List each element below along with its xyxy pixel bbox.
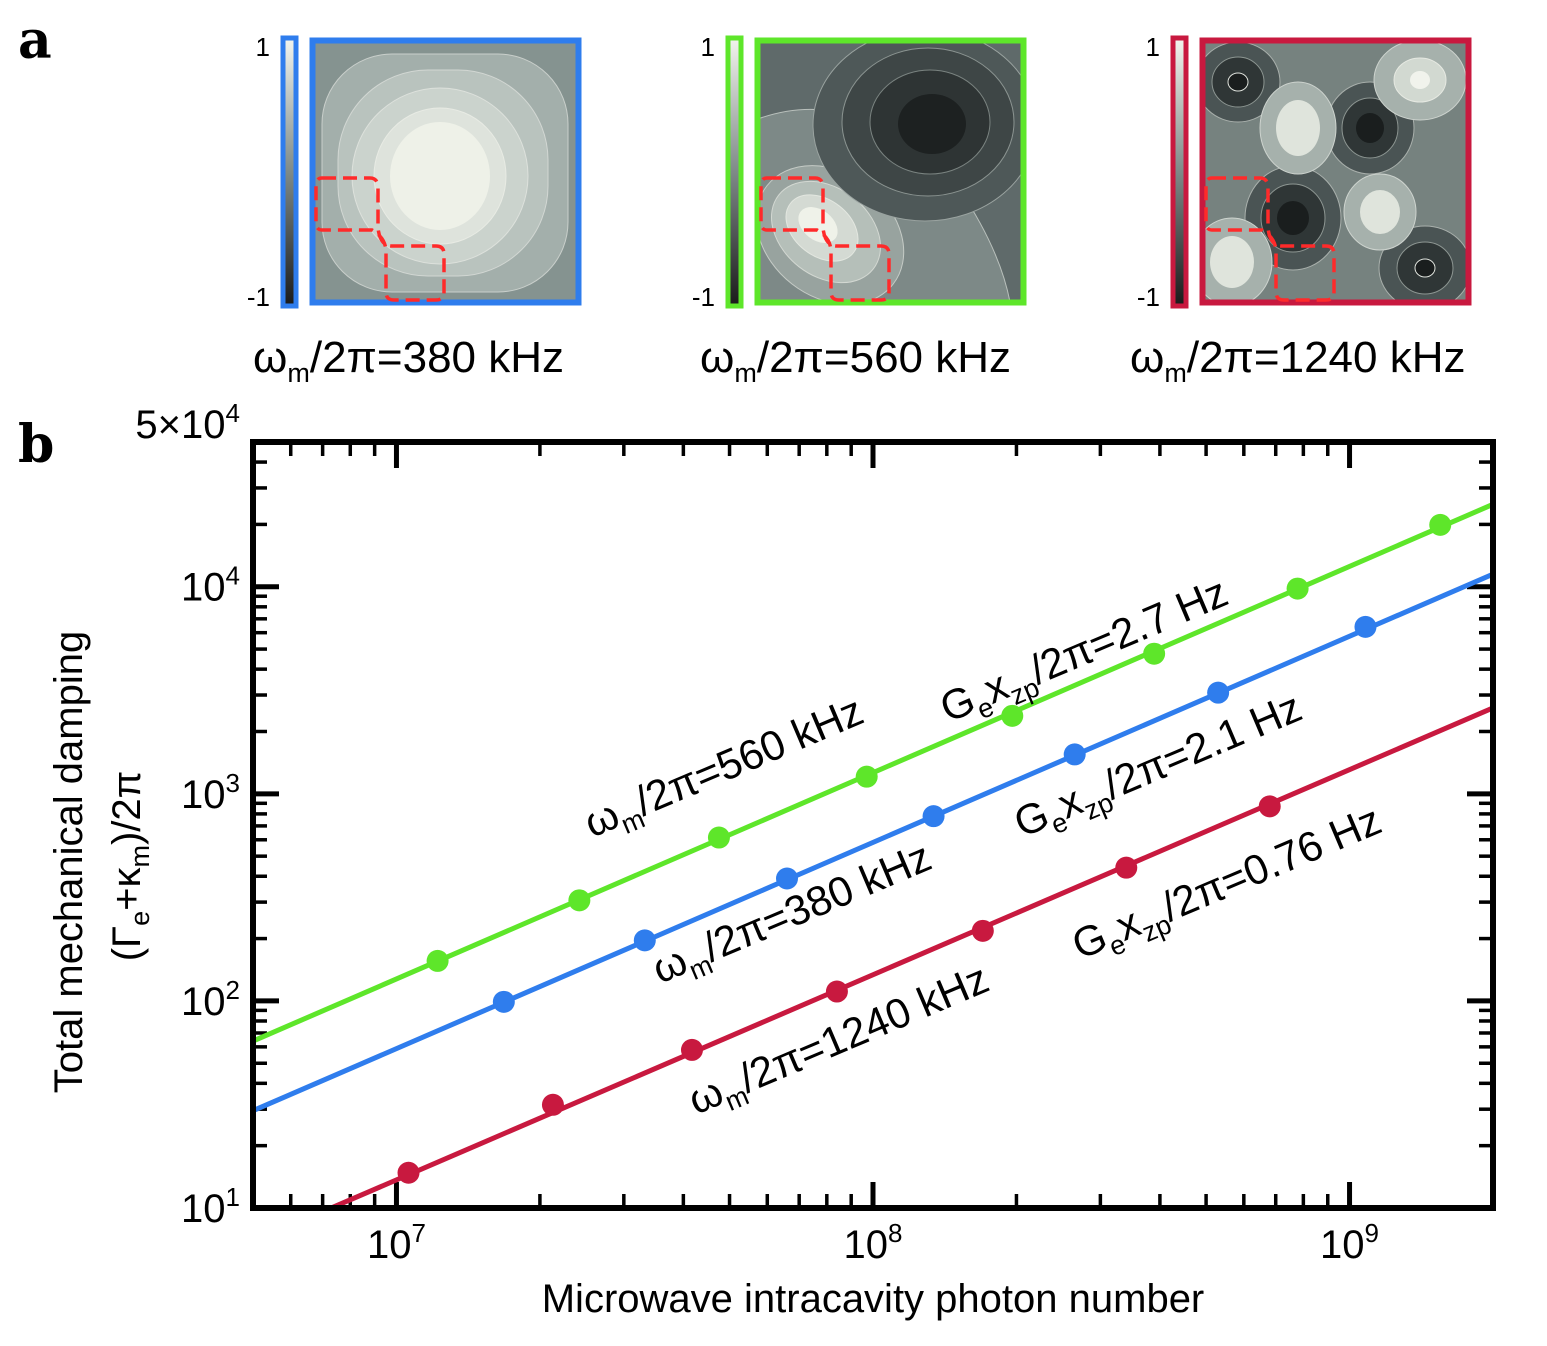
colorbar-max-label: 1 bbox=[1146, 32, 1160, 62]
data-point-series-2 bbox=[971, 919, 994, 942]
fit-line-series-1 bbox=[253, 571, 1493, 1114]
colorbar-max-label: 1 bbox=[256, 32, 270, 62]
y-tick-label: 104 bbox=[181, 561, 240, 610]
data-point-series-0 bbox=[855, 765, 878, 788]
series-label-1240khz: ωm/2π=1240 kHz bbox=[681, 954, 998, 1129]
data-point-series-0 bbox=[1429, 513, 1452, 536]
y-axis-label-line2: (Γe+κm)/2π bbox=[105, 771, 155, 962]
damping-plot: 107 108 109 101 102 103 104 5×104 bbox=[135, 398, 1496, 1267]
coupling-label-560khz: Gexzp/2π=2.7 Hz bbox=[933, 568, 1237, 738]
y-tick-label: 102 bbox=[181, 975, 240, 1024]
mode-map-1240khz: 1 -1 bbox=[1130, 32, 1472, 388]
colorbar bbox=[1170, 35, 1189, 309]
tick-labels: 107 108 109 101 102 103 104 5×104 bbox=[135, 398, 1379, 1267]
map-caption-380khz: ωm/2π=380 kHz bbox=[253, 333, 564, 388]
map-caption-1240khz: ωm/2π=1240 kHz bbox=[1130, 333, 1466, 388]
coupling-label-380khz: Gexzp/2π=2.1 Hz bbox=[1007, 683, 1311, 853]
y-tick-label: 103 bbox=[181, 768, 240, 817]
colorbar bbox=[280, 35, 299, 309]
data-point-series-0 bbox=[426, 949, 449, 972]
colorbar-max-label: 1 bbox=[701, 32, 715, 62]
contour-map bbox=[755, 40, 1025, 302]
series-label-380khz: ωm/2π=380 kHz bbox=[645, 833, 940, 999]
data-point-series-2 bbox=[541, 1093, 564, 1116]
y-axis-label-line1: Total mechanical damping bbox=[47, 631, 91, 1093]
data-point-series-0 bbox=[1001, 704, 1024, 727]
data-point-series-0 bbox=[1143, 642, 1166, 665]
x-tick-label: 107 bbox=[367, 1218, 426, 1267]
data-point-series-2 bbox=[1115, 856, 1138, 879]
map-caption-560khz: ωm/2π=560 kHz bbox=[700, 333, 1011, 388]
data-point-series-1 bbox=[492, 990, 515, 1013]
data-point-series-2 bbox=[680, 1038, 703, 1061]
colorbar-min-label: -1 bbox=[1137, 282, 1160, 312]
data-point-series-2 bbox=[825, 980, 848, 1003]
colorbar-min-label: -1 bbox=[692, 282, 715, 312]
panel-b-letter: b bbox=[18, 414, 54, 475]
data-point-series-2 bbox=[397, 1161, 420, 1184]
colorbar bbox=[725, 35, 744, 309]
x-tick-label: 109 bbox=[1320, 1218, 1379, 1267]
contour-map bbox=[1200, 40, 1470, 302]
mode-map-380khz: 1 -1 ωm/2π=380 kHz bbox=[247, 32, 582, 388]
data-point-series-1 bbox=[1207, 681, 1230, 704]
electrode-outline bbox=[314, 176, 446, 302]
data-point-series-0 bbox=[568, 889, 591, 912]
colorbar-min-label: -1 bbox=[247, 282, 270, 312]
electrode-outline bbox=[759, 176, 891, 302]
data-point-series-1 bbox=[633, 929, 656, 952]
data-point-series-2 bbox=[1258, 795, 1281, 818]
mode-map-560khz: 1 -1 ωm/2π=560 kHz bbox=[692, 32, 1027, 388]
panel-a-letter: a bbox=[18, 10, 52, 71]
x-axis-label: Microwave intracavity photon number bbox=[542, 1277, 1205, 1321]
fit-line-series-2 bbox=[324, 705, 1493, 1208]
data-point-series-1 bbox=[922, 805, 945, 828]
series-label-560khz: ωm/2π=560 kHz bbox=[577, 687, 872, 853]
data-point-series-0 bbox=[707, 826, 730, 849]
series-layer bbox=[253, 502, 1493, 1208]
data-point-series-0 bbox=[1286, 577, 1309, 600]
data-point-series-1 bbox=[776, 867, 799, 890]
electrode-outline bbox=[1204, 176, 1336, 302]
contour-map bbox=[310, 40, 580, 302]
data-point-series-1 bbox=[1354, 615, 1377, 638]
data-point-series-1 bbox=[1063, 743, 1086, 766]
x-tick-label: 108 bbox=[844, 1218, 903, 1267]
y-tick-label: 101 bbox=[181, 1182, 240, 1231]
y-tick-label: 5×104 bbox=[135, 398, 240, 447]
plot-frame bbox=[250, 439, 1496, 1211]
